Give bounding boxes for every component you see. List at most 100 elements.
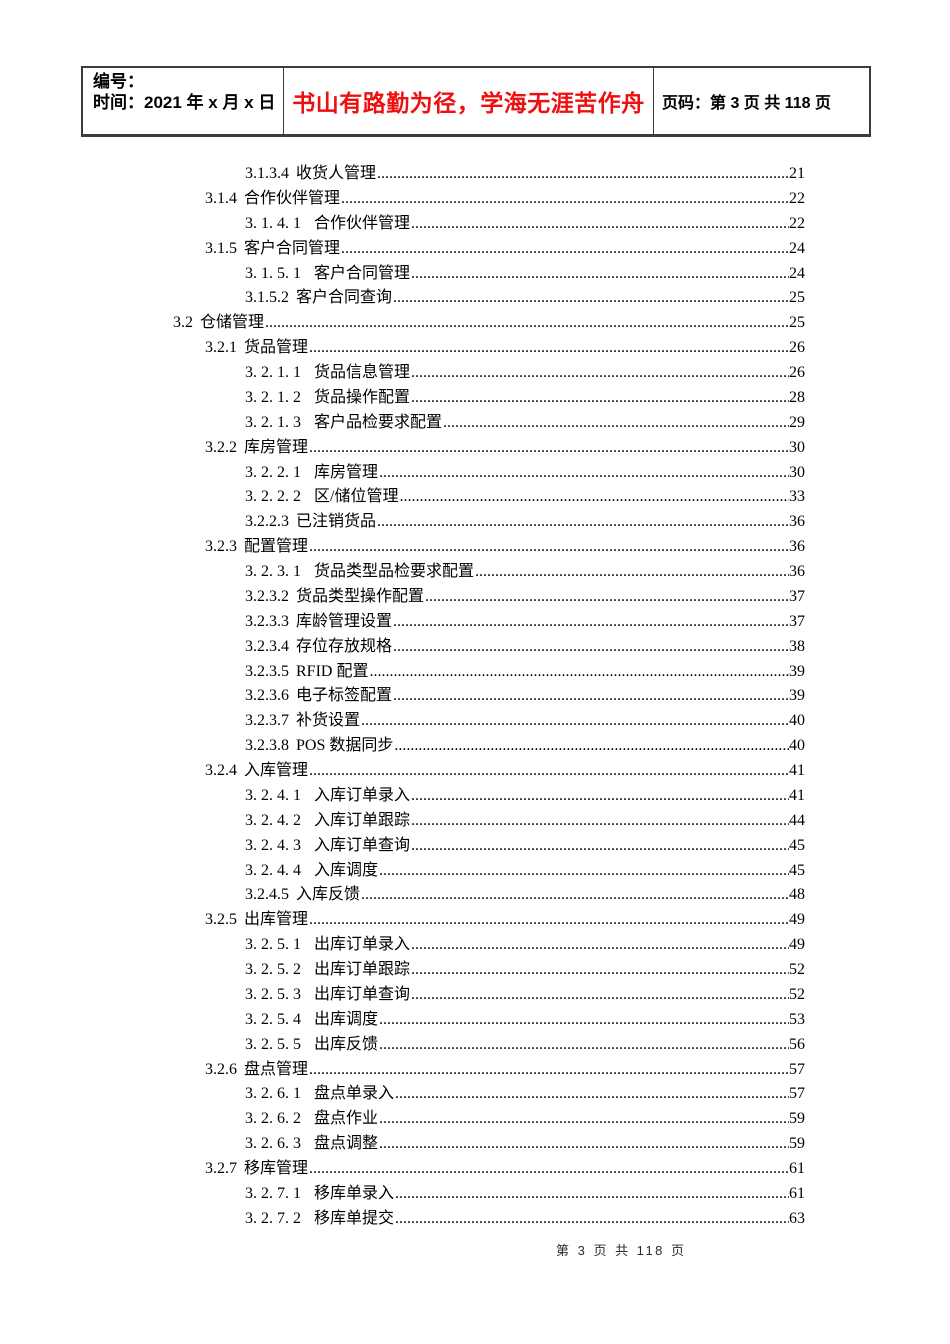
toc-dot-leader	[379, 1033, 789, 1058]
toc-entry[interactable]: 3.2.2 库房管理 30	[0, 436, 805, 461]
toc-page-number: 59	[789, 1110, 805, 1128]
toc-dot-leader	[411, 809, 789, 834]
toc-page-number: 63	[789, 1209, 805, 1227]
toc-entry[interactable]: 3. 2. 2. 1 库房管理 30	[0, 461, 805, 486]
toc-entry-number: 3. 2. 7. 1	[245, 1184, 301, 1202]
toc-dot-leader	[309, 908, 789, 933]
toc-entry[interactable]: 3.2.3.6 电子标签配置 39	[0, 684, 805, 709]
toc-entry[interactable]: 3.1.5.2 客户合同查询 25	[0, 286, 805, 311]
toc-page-number: 26	[789, 364, 805, 381]
toc-entry[interactable]: 3. 2. 4. 1 入库订单录入 41	[0, 784, 805, 809]
toc-entry-title: 货品操作配置	[314, 388, 411, 406]
toc-entry[interactable]: 3.2.4.5 入库反馈 48	[0, 883, 805, 908]
toc-page-number: 56	[789, 1035, 805, 1053]
toc-dot-leader	[379, 1008, 789, 1033]
toc-dot-leader	[379, 1132, 789, 1157]
toc-entry-title: 入库订单查询	[314, 836, 411, 854]
toc-page-number: 36	[789, 538, 805, 556]
toc-entry[interactable]: 3.2.3.5 RFID 配置 39	[0, 660, 805, 685]
toc-page-number: 30	[789, 438, 805, 456]
toc-entry[interactable]: 3.1.5 客户合同管理 24	[0, 237, 805, 262]
toc-entry[interactable]: 3.1.3.4 收货人管理 21	[0, 162, 805, 187]
toc-page-number: 22	[789, 214, 805, 232]
toc-entry-number: 3.1.5.2	[245, 289, 289, 307]
toc-entry-number: 3. 2. 5. 4	[245, 1010, 301, 1028]
toc-entry[interactable]: 3. 2. 5. 5 出库反馈 56	[0, 1033, 805, 1058]
toc-entry[interactable]: 3. 2. 3. 1 货品类型品检要求配置 36	[0, 560, 805, 585]
toc-entry[interactable]: 3. 1. 4. 1 合作伙伴管理 22	[0, 212, 805, 237]
toc-dot-leader	[443, 411, 789, 436]
toc-entry-title: 盘点作业	[314, 1110, 379, 1128]
toc-entry-number: 3. 2. 3. 1	[245, 563, 301, 580]
toc-dot-leader	[309, 535, 789, 560]
toc-entry-number: 3.2.3.8	[245, 737, 289, 755]
toc-entry[interactable]: 3. 2. 4. 4 入库调度 45	[0, 859, 805, 884]
toc-entry[interactable]: 3.2.4 入库管理 41	[0, 759, 805, 784]
toc-dot-leader	[265, 311, 789, 336]
toc-entry[interactable]: 3.1.4 合作伙伴管理 22	[0, 187, 805, 212]
toc-entry[interactable]: 3. 2. 4. 3 入库订单查询 45	[0, 834, 805, 859]
toc-dot-leader	[309, 759, 789, 784]
toc-entry-title: 库房管理	[314, 463, 379, 481]
toc-entry-title: 入库反馈	[296, 886, 361, 904]
toc-entry[interactable]: 3. 2. 6. 2 盘点作业 59	[0, 1107, 805, 1132]
toc-dot-leader	[379, 1107, 789, 1132]
toc-entry[interactable]: 3. 2. 6. 3 盘点调整 59	[0, 1132, 805, 1157]
toc-page-number: 24	[789, 264, 805, 282]
toc-entry[interactable]: 3. 2. 5. 1 出库订单录入 49	[0, 933, 805, 958]
toc-dot-leader	[393, 684, 789, 709]
toc-dot-leader	[309, 1058, 789, 1083]
toc-entry-title: 货品信息管理	[314, 364, 411, 381]
toc-entry[interactable]: 3.2.1 货品管理 26	[0, 336, 805, 361]
toc-page-number: 45	[789, 836, 805, 854]
toc-entry-title: 移库单录入	[314, 1184, 395, 1202]
toc-entry-number: 3. 2. 6. 3	[245, 1135, 301, 1153]
toc-entry[interactable]: 3.2.5 出库管理 49	[0, 908, 805, 933]
toc-entry[interactable]: 3. 2. 1. 3 客户品检要求配置 29	[0, 411, 805, 436]
toc-entry[interactable]: 3. 2. 6. 1 盘点单录入 57	[0, 1082, 805, 1107]
toc-entry[interactable]: 3. 2. 5. 3 出库订单查询 52	[0, 983, 805, 1008]
toc-entry-number: 3. 1. 5. 1	[245, 264, 301, 282]
toc-page-number: 41	[789, 762, 805, 779]
toc-entry[interactable]: 3.2.3.3 库龄管理设置 37	[0, 610, 805, 635]
toc-entry[interactable]: 3. 2. 7. 1 移库单录入 61	[0, 1182, 805, 1207]
toc-entry[interactable]: 3. 2. 5. 2 出库订单跟踪 52	[0, 958, 805, 983]
toc-dot-leader	[411, 262, 789, 287]
toc-entry[interactable]: 3. 2. 1. 2 货品操作配置 28	[0, 386, 805, 411]
toc-entry[interactable]: 3.2.6 盘点管理 57	[0, 1058, 805, 1083]
toc-entry[interactable]: 3. 2. 4. 2 入库订单跟踪 44	[0, 809, 805, 834]
toc-entry[interactable]: 3.2.3.8 POS 数据同步 40	[0, 734, 805, 759]
toc-page-number: 49	[789, 936, 805, 954]
toc-page-number: 52	[789, 985, 805, 1003]
toc-entry-title: 合作伙伴管理	[314, 214, 411, 232]
toc-entry[interactable]: 3. 2. 1. 1 货品信息管理 26	[0, 361, 805, 386]
toc-page-number: 61	[789, 1160, 805, 1177]
toc-entry-title: 盘点调整	[314, 1135, 379, 1153]
toc-entry-number: 3.2.1	[205, 339, 237, 357]
toc-entry[interactable]: 3.2.3.2 货品类型操作配置 37	[0, 585, 805, 610]
toc-entry[interactable]: 3. 2. 2. 2 区/储位管理 33	[0, 485, 805, 510]
toc-dot-leader	[309, 1157, 789, 1182]
toc-dot-leader	[411, 983, 789, 1008]
toc-entry[interactable]: 3.2.2.3 已注销货品 36	[0, 510, 805, 535]
toc-entry[interactable]: 3.2.7 移库管理 61	[0, 1157, 805, 1182]
toc-page-number: 40	[789, 712, 805, 730]
toc-entry[interactable]: 3. 2. 5. 4 出库调度 53	[0, 1008, 805, 1033]
toc-entry[interactable]: 3. 1. 5. 1 客户合同管理 24	[0, 262, 805, 287]
toc-dot-leader	[379, 859, 789, 884]
toc-dot-leader	[377, 162, 789, 187]
toc-entry-title: 仓储管理	[200, 314, 265, 332]
toc-dot-leader	[395, 1182, 789, 1207]
toc-entry[interactable]: 3. 2. 7. 2 移库单提交 63	[0, 1207, 805, 1232]
toc-entry-number: 3.2.7	[205, 1160, 237, 1177]
toc-entry[interactable]: 3.2.3 配置管理 36	[0, 535, 805, 560]
toc-dot-leader	[393, 635, 789, 660]
toc-entry[interactable]: 3.2.3.7 补货设置 40	[0, 709, 805, 734]
toc-entry[interactable]: 3.2.3.4 存位存放规格 38	[0, 635, 805, 660]
toc-entry-title: 配置管理	[244, 538, 309, 556]
toc-entry-title: 客户合同管理	[244, 239, 341, 257]
toc-page-number: 37	[789, 612, 805, 630]
toc-dot-leader	[341, 187, 789, 212]
toc-entry[interactable]: 3.2 仓储管理 25	[0, 311, 805, 336]
